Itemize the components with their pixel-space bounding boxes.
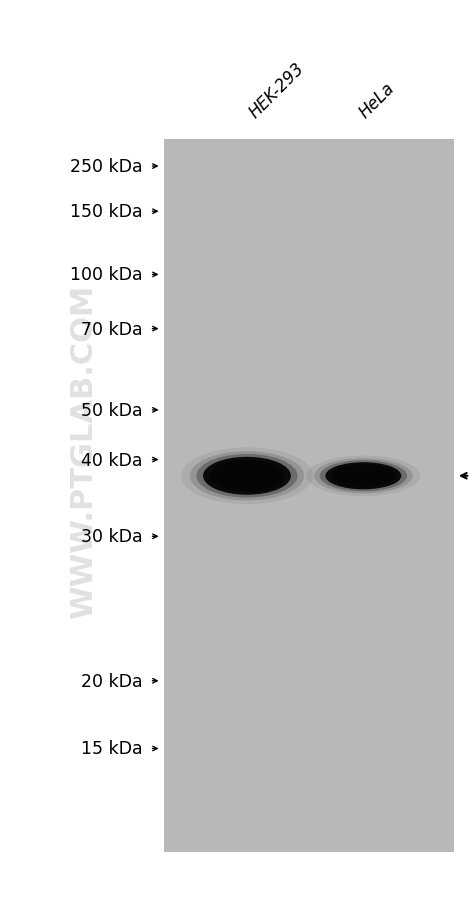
Ellipse shape bbox=[339, 467, 388, 485]
Ellipse shape bbox=[314, 458, 413, 494]
Text: 15 kDa: 15 kDa bbox=[81, 740, 142, 758]
Bar bbox=[164, 140, 454, 852]
Ellipse shape bbox=[190, 452, 304, 501]
Ellipse shape bbox=[197, 455, 297, 498]
Text: 250 kDa: 250 kDa bbox=[70, 158, 142, 176]
Text: 30 kDa: 30 kDa bbox=[81, 528, 142, 546]
Ellipse shape bbox=[306, 456, 420, 496]
Ellipse shape bbox=[209, 460, 285, 492]
Ellipse shape bbox=[227, 468, 267, 484]
Ellipse shape bbox=[320, 461, 407, 492]
Text: HEK-293: HEK-293 bbox=[246, 60, 308, 122]
Text: 100 kDa: 100 kDa bbox=[70, 266, 142, 284]
Ellipse shape bbox=[325, 463, 401, 490]
Ellipse shape bbox=[346, 470, 380, 483]
Text: 70 kDa: 70 kDa bbox=[81, 320, 142, 338]
Ellipse shape bbox=[218, 464, 276, 489]
Text: HeLa: HeLa bbox=[355, 79, 398, 122]
Ellipse shape bbox=[331, 465, 396, 488]
Text: 50 kDa: 50 kDa bbox=[81, 401, 142, 419]
Text: 20 kDa: 20 kDa bbox=[81, 672, 142, 690]
Ellipse shape bbox=[181, 447, 313, 505]
Text: 40 kDa: 40 kDa bbox=[81, 451, 142, 469]
Text: WWW.PTGLAB.COM: WWW.PTGLAB.COM bbox=[68, 284, 98, 618]
Ellipse shape bbox=[203, 457, 291, 495]
Text: 150 kDa: 150 kDa bbox=[70, 203, 142, 221]
